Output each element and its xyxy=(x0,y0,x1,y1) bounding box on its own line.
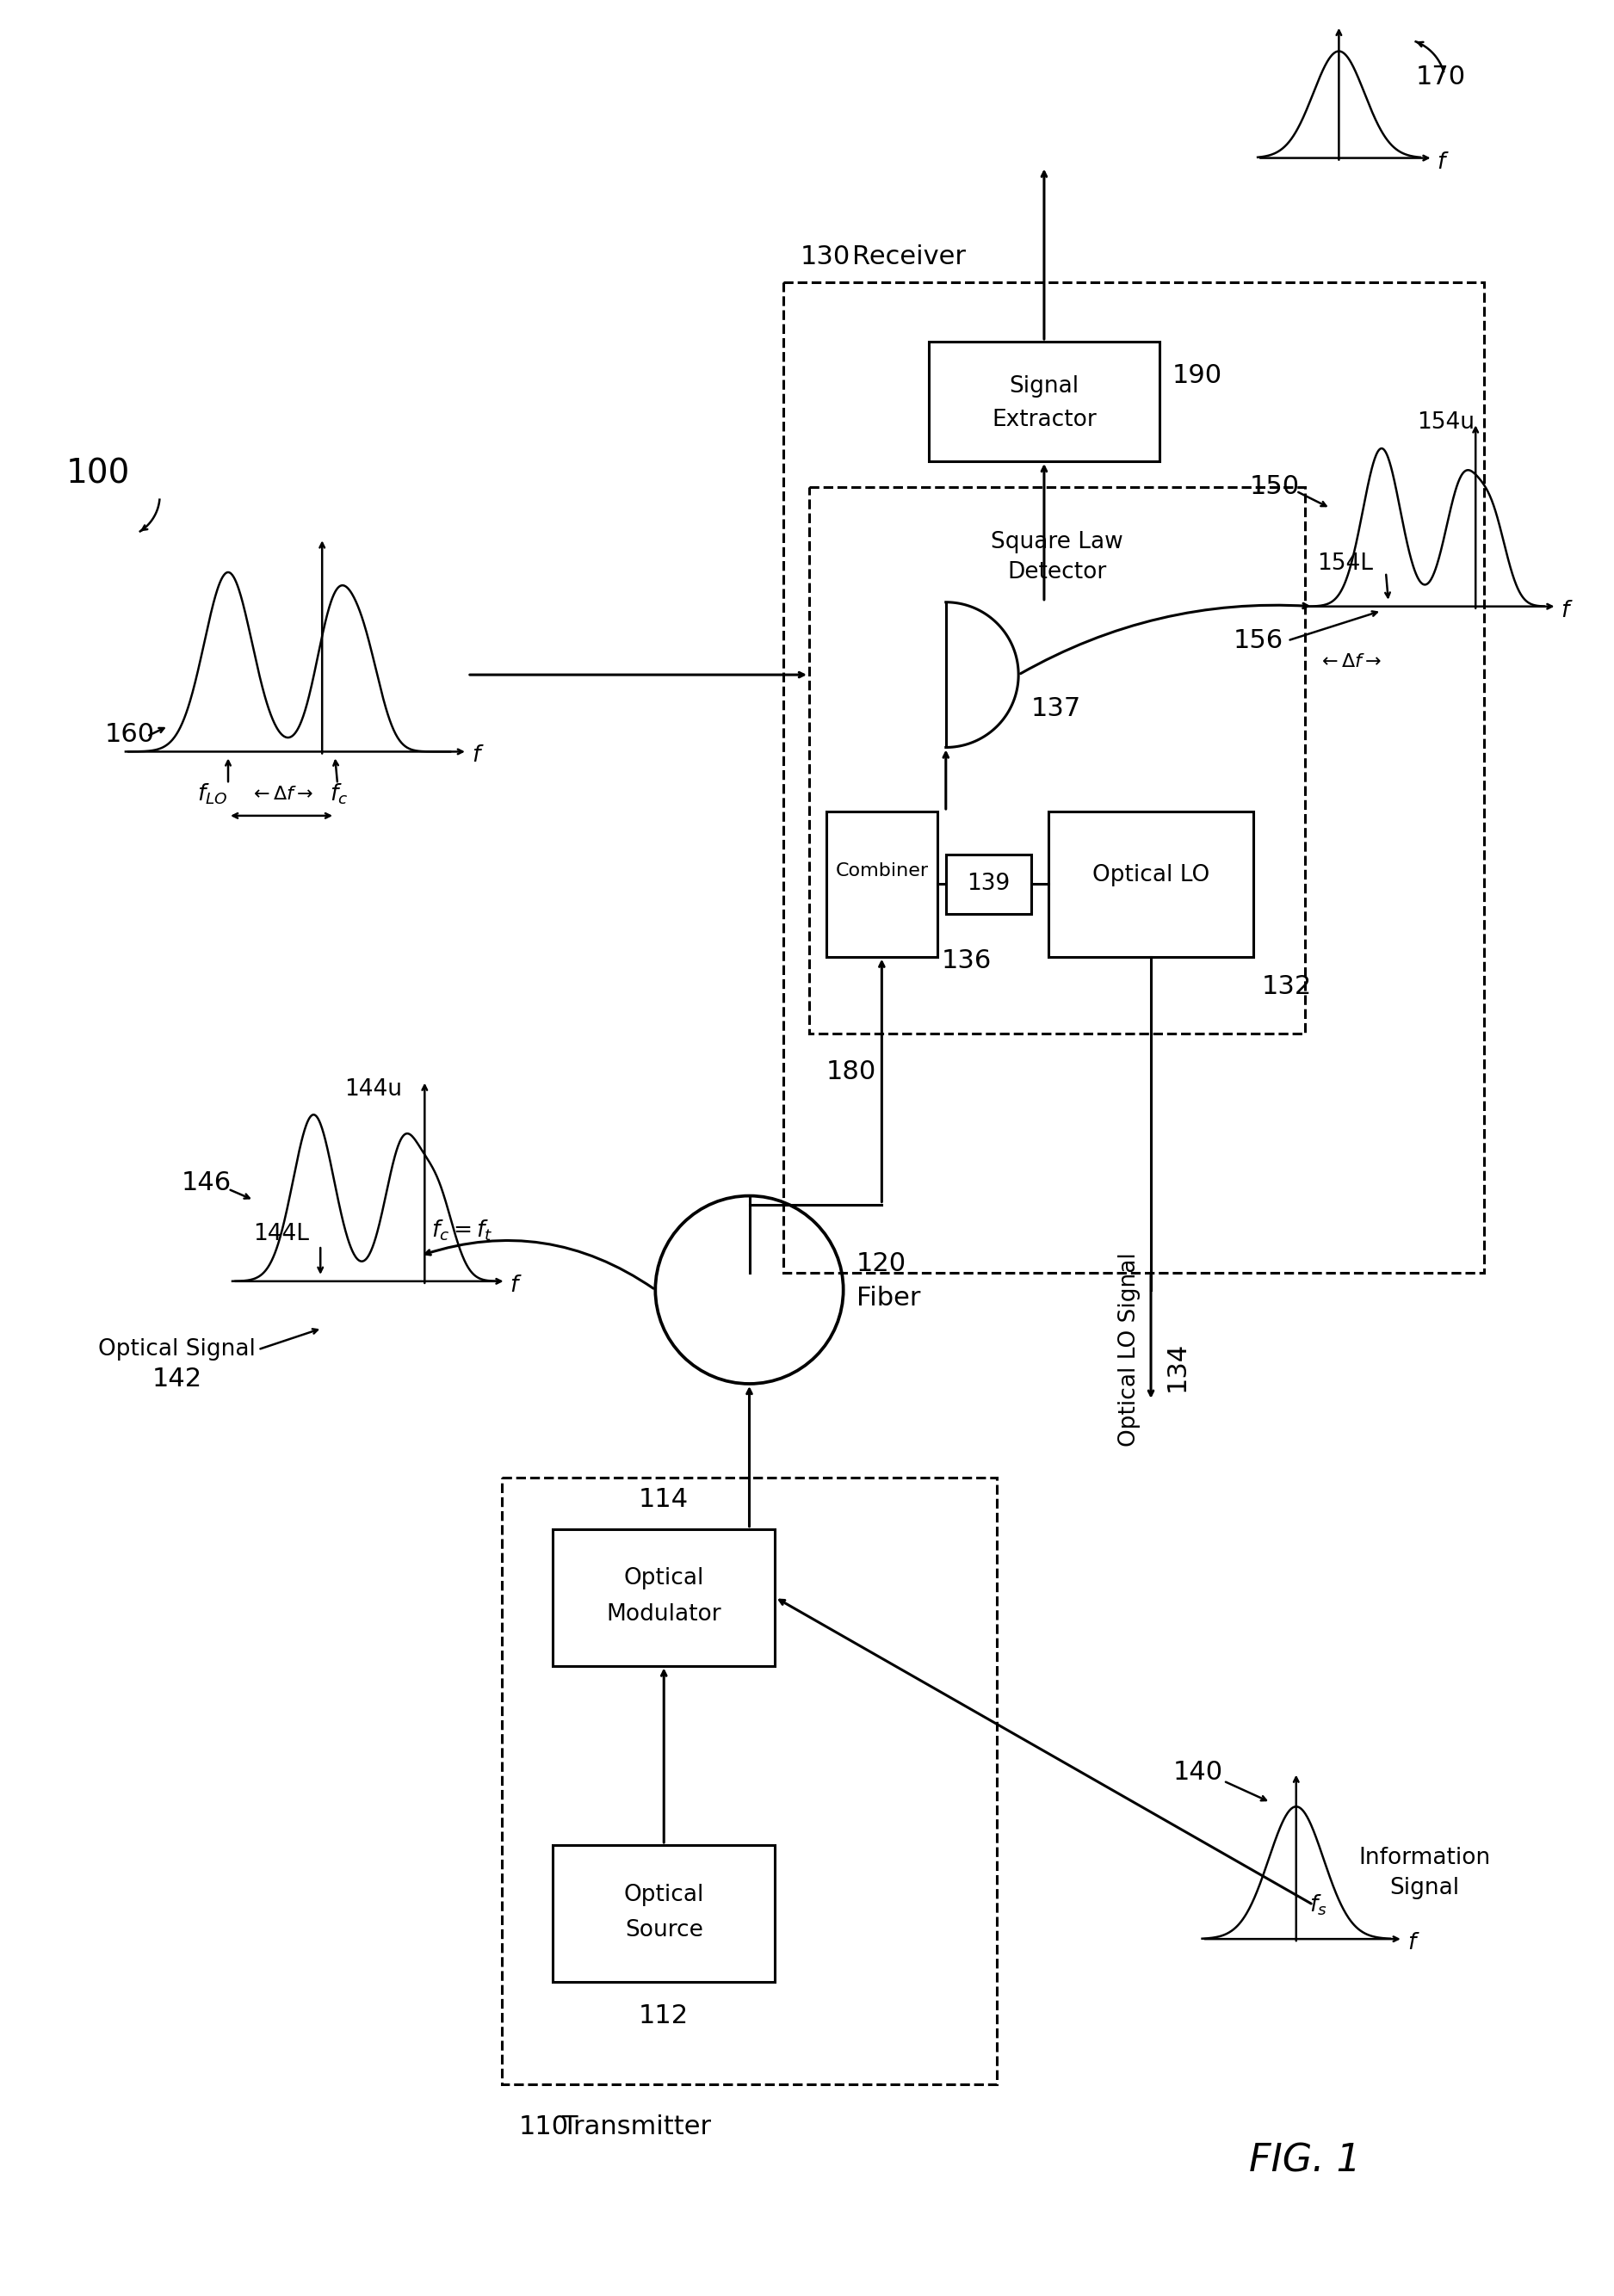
Text: Square Law: Square Law xyxy=(991,530,1123,553)
Text: Extractor: Extractor xyxy=(991,409,1096,432)
Text: 137: 137 xyxy=(1031,696,1081,721)
Text: 130: 130 xyxy=(801,243,851,269)
Text: $f_s$: $f_s$ xyxy=(1309,1892,1327,1917)
Text: 190: 190 xyxy=(1172,363,1222,388)
Text: Combiner: Combiner xyxy=(834,863,928,879)
Text: Modulator: Modulator xyxy=(607,1603,721,1626)
Text: Optical LO: Optical LO xyxy=(1093,863,1209,886)
Text: Fiber: Fiber xyxy=(855,1286,920,1311)
Text: 160: 160 xyxy=(105,721,155,746)
Text: 136: 136 xyxy=(941,948,991,974)
Text: 156: 156 xyxy=(1233,629,1283,652)
Text: Information: Information xyxy=(1359,1846,1490,1869)
Text: Optical: Optical xyxy=(623,1883,704,1906)
Text: 132: 132 xyxy=(1262,974,1312,999)
Text: $f_c$: $f_c$ xyxy=(331,783,349,806)
Text: 139: 139 xyxy=(967,872,1010,895)
Text: f: f xyxy=(1436,152,1445,174)
Text: FIG. 1: FIG. 1 xyxy=(1249,2142,1361,2179)
Text: Signal: Signal xyxy=(1009,374,1080,397)
Text: Transmitter: Transmitter xyxy=(562,2115,712,2140)
Text: 144L: 144L xyxy=(253,1224,310,1244)
Text: 112: 112 xyxy=(639,2002,689,2027)
Text: 170: 170 xyxy=(1415,64,1466,90)
Text: 150: 150 xyxy=(1249,475,1299,498)
Text: Receiver: Receiver xyxy=(852,243,965,269)
Text: $f_c=f_t$: $f_c=f_t$ xyxy=(431,1217,494,1242)
Text: 146: 146 xyxy=(182,1171,232,1196)
Text: f: f xyxy=(510,1274,518,1297)
Text: 154u: 154u xyxy=(1417,411,1475,434)
Text: f: f xyxy=(1407,1931,1415,1954)
Text: $\leftarrow\Delta f\rightarrow$: $\leftarrow\Delta f\rightarrow$ xyxy=(1317,654,1382,670)
Text: $f_{LO}$: $f_{LO}$ xyxy=(197,783,228,806)
Text: 110: 110 xyxy=(518,2115,568,2140)
Text: 100: 100 xyxy=(66,457,131,491)
Text: Optical LO Signal: Optical LO Signal xyxy=(1119,1251,1141,1446)
Text: 140: 140 xyxy=(1173,1761,1223,1784)
Text: Signal: Signal xyxy=(1390,1876,1459,1899)
Text: 114: 114 xyxy=(639,1488,689,1511)
Text: 120: 120 xyxy=(855,1251,905,1277)
Text: $\leftarrow\Delta f\rightarrow$: $\leftarrow\Delta f\rightarrow$ xyxy=(250,785,313,804)
Text: 180: 180 xyxy=(826,1058,876,1084)
Text: 144u: 144u xyxy=(344,1077,402,1100)
Text: f: f xyxy=(1561,599,1569,622)
Text: Source: Source xyxy=(625,1919,704,1942)
Text: f: f xyxy=(471,744,479,767)
Text: 154L: 154L xyxy=(1317,553,1374,574)
Text: Optical: Optical xyxy=(623,1568,704,1589)
Text: Optical Signal: Optical Signal xyxy=(98,1339,255,1362)
Text: 142: 142 xyxy=(152,1366,202,1391)
Text: Detector: Detector xyxy=(1007,560,1107,583)
Text: 134: 134 xyxy=(1164,1341,1190,1391)
